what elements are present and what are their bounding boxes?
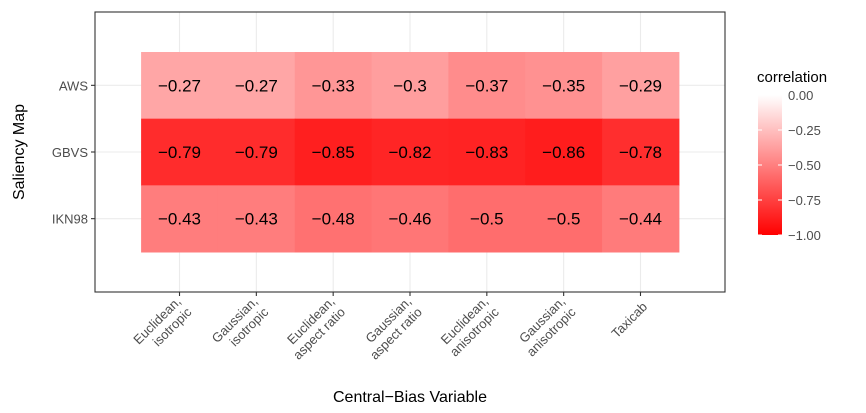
legend-title: correlation bbox=[757, 69, 827, 86]
cell-value-label: −0.44 bbox=[619, 210, 662, 229]
heatmap-tile bbox=[217, 118, 296, 186]
heatmap-tile bbox=[371, 52, 449, 120]
cell-value-label: −0.83 bbox=[465, 143, 508, 162]
cell-labels-layer: −0.27 −0.27 −0.33 −0.3 −0.37 −0.35 −0.29 −0.79 −… bbox=[158, 76, 662, 228]
cell-value-label: −0.33 bbox=[312, 76, 355, 95]
cell-value-label: −0.82 bbox=[388, 143, 431, 162]
cell-value-label: −0.43 bbox=[158, 210, 201, 229]
x-tick-label: Gaussian,aspect ratio bbox=[356, 294, 425, 363]
heatmap-tile bbox=[602, 118, 680, 186]
heatmap-tile bbox=[448, 52, 526, 120]
legend-ticks: 0.00 −0.25 −0.50 −0.75 −1.00 bbox=[758, 88, 821, 243]
cell-value-label: −0.5 bbox=[470, 210, 504, 229]
heatmap-tile bbox=[371, 185, 449, 253]
cell-value-label: −0.79 bbox=[158, 143, 201, 162]
heatmap-tile bbox=[217, 185, 296, 253]
heatmap-tile bbox=[448, 185, 526, 253]
heatmap-tile bbox=[525, 52, 603, 120]
heatmap-tile bbox=[602, 52, 680, 120]
heatmap-tile bbox=[141, 185, 219, 253]
heatmap-tile bbox=[294, 185, 373, 253]
x-tick-label: Euclidean,anisotropic bbox=[436, 293, 502, 359]
heatmap-tile bbox=[371, 118, 449, 186]
x-tick-label: Taxicab bbox=[608, 299, 650, 341]
cell-value-label: −0.86 bbox=[542, 143, 585, 162]
heatmap-tile bbox=[294, 52, 373, 120]
cell-value-label: −0.78 bbox=[619, 143, 662, 162]
heatmap-tile bbox=[525, 185, 603, 253]
legend-tick-label: −0.50 bbox=[788, 158, 821, 173]
heatmap-tile bbox=[448, 118, 526, 186]
heatmap-tile bbox=[217, 52, 296, 120]
legend-tick-label: −1.00 bbox=[788, 228, 821, 243]
cell-value-label: −0.3 bbox=[393, 76, 427, 95]
legend-tick-label: 0.00 bbox=[788, 88, 813, 103]
heatmap-tile bbox=[294, 118, 373, 186]
heatmap-tile bbox=[141, 118, 219, 186]
x-tick-label: Euclidean,isotropic bbox=[130, 293, 194, 357]
tiles-layer bbox=[141, 52, 680, 253]
heatmap-tile bbox=[141, 52, 219, 120]
cell-value-label: −0.46 bbox=[388, 210, 431, 229]
heatmap-tile bbox=[525, 118, 603, 186]
y-axis-title: Saliency Map bbox=[11, 104, 28, 200]
cell-value-label: −0.27 bbox=[158, 76, 201, 95]
cell-value-label: −0.35 bbox=[542, 76, 585, 95]
y-tick-label: AWS bbox=[59, 78, 88, 93]
heatmap-tile bbox=[602, 185, 680, 253]
cell-value-label: −0.79 bbox=[235, 143, 278, 162]
x-axis: Euclidean,isotropic Gaussian,isotropic Euc… bbox=[130, 292, 650, 362]
y-tick-label: IKN98 bbox=[52, 212, 88, 227]
y-axis: AWS GBVS IKN98 bbox=[52, 78, 95, 227]
cell-value-label: −0.48 bbox=[312, 210, 355, 229]
legend: correlation 0.00 −0.25 −0.50 −0.75 −1.00 bbox=[757, 69, 827, 243]
x-tick-label: Gaussian,isotropic bbox=[209, 293, 272, 356]
cell-value-label: −0.27 bbox=[235, 76, 278, 95]
y-tick-label: GBVS bbox=[52, 145, 88, 160]
x-axis-title: Central−Bias Variable bbox=[333, 389, 487, 406]
x-tick-label: Gaussian,anisotropic bbox=[513, 293, 579, 359]
cell-value-label: −0.43 bbox=[235, 210, 278, 229]
legend-tick-label: −0.25 bbox=[788, 123, 821, 138]
x-tick-label: Euclidean,aspect ratio bbox=[279, 294, 348, 363]
cell-value-label: −0.37 bbox=[465, 76, 508, 95]
cell-value-label: −0.5 bbox=[547, 210, 581, 229]
legend-tick-label: −0.75 bbox=[788, 193, 821, 208]
cell-value-label: −0.85 bbox=[312, 143, 355, 162]
x-tick-label-line: Taxicab bbox=[608, 299, 650, 341]
cell-value-label: −0.29 bbox=[619, 76, 662, 95]
